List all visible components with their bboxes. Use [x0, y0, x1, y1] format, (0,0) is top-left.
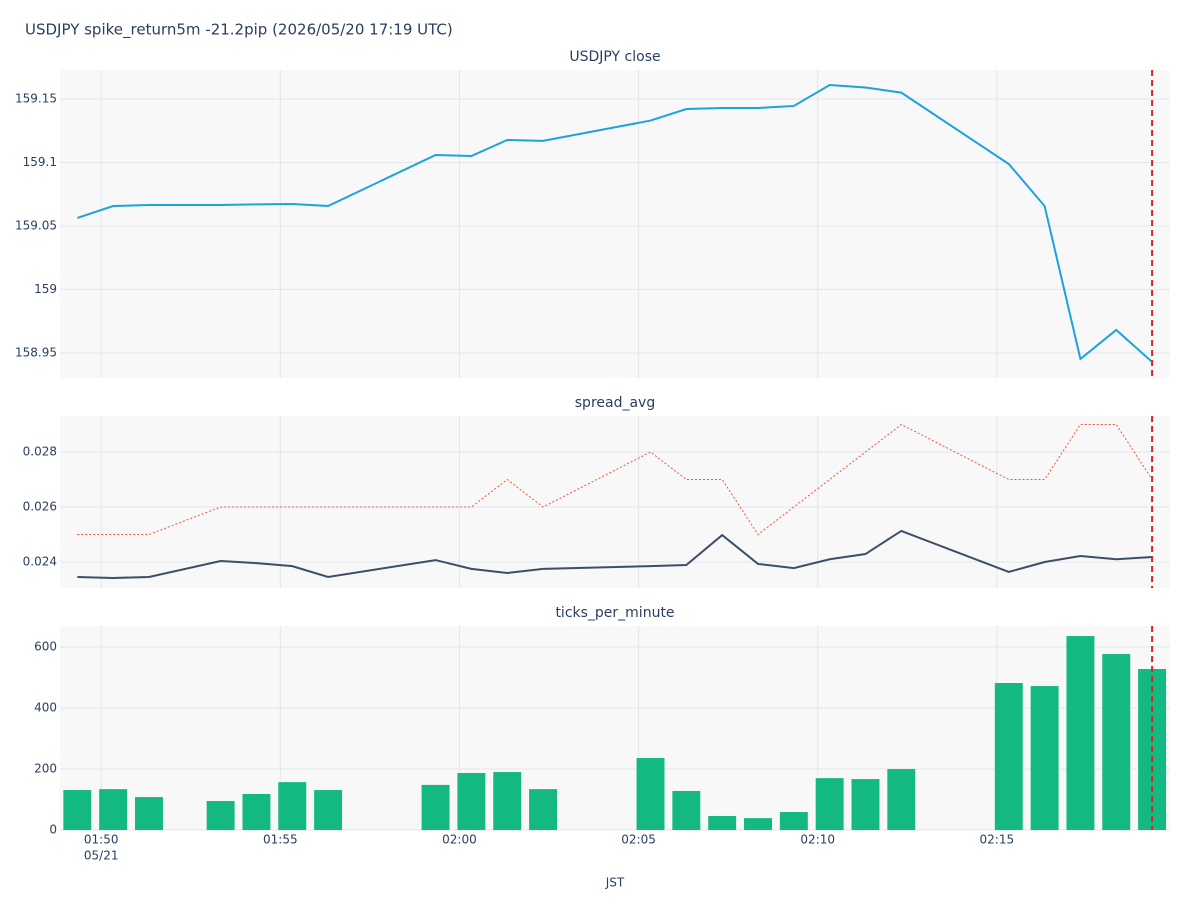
bar	[134, 797, 163, 830]
x-tick-label: 02:00	[442, 833, 477, 847]
bar	[636, 758, 665, 830]
bar	[708, 815, 737, 830]
y-tick-label: 200	[34, 762, 57, 776]
bar	[493, 772, 522, 830]
x-axis-label: JST	[605, 876, 625, 890]
series-line	[77, 423, 1153, 536]
series-line	[76, 83, 1153, 363]
bar	[529, 789, 558, 830]
y-tick-label: 0	[49, 823, 57, 837]
x-date-label: 05/21	[84, 849, 119, 863]
subplot-title: ticks_per_minute	[555, 605, 674, 621]
bar	[314, 790, 343, 830]
bar	[278, 782, 307, 830]
bar	[99, 789, 128, 830]
bar	[1066, 636, 1095, 830]
bar	[779, 812, 808, 830]
bar	[887, 769, 916, 830]
y-tick-label: 0.028	[23, 445, 57, 459]
y-tick-label: 0.026	[23, 500, 57, 514]
bar	[744, 818, 772, 830]
bar	[1102, 654, 1131, 830]
y-tick-label: 600	[34, 640, 57, 654]
x-tick-label: 02:10	[800, 833, 835, 847]
series-line	[77, 529, 1153, 579]
bar	[994, 683, 1023, 830]
bar	[672, 790, 701, 830]
plot-background	[60, 416, 1170, 588]
bar	[242, 794, 271, 830]
y-tick-label: 159	[34, 282, 57, 296]
bar	[206, 801, 235, 830]
y-tick-label: 159.15	[15, 91, 57, 105]
x-tick-label: 02:15	[980, 833, 1015, 847]
y-tick-label: 159.05	[15, 218, 57, 232]
x-tick-label: 01:50	[84, 833, 119, 847]
x-tick-label: 01:55	[263, 833, 298, 847]
bar	[851, 779, 880, 830]
bar	[1030, 686, 1059, 830]
chart-title: USDJPY spike_return5m -21.2pip (2026/05/…	[25, 21, 453, 40]
subplot-title: USDJPY close	[569, 49, 660, 65]
y-tick-label: 158.95	[15, 345, 57, 359]
x-tick-label: 02:05	[621, 833, 656, 847]
subplot-title: spread_avg	[575, 395, 655, 411]
y-tick-label: 159.1	[23, 155, 57, 169]
y-tick-label: 0.024	[23, 555, 57, 569]
bar	[815, 778, 844, 830]
bar	[63, 790, 92, 830]
plot-background	[60, 70, 1170, 378]
y-tick-label: 400	[34, 701, 57, 715]
bar	[457, 772, 486, 830]
bar	[421, 784, 450, 830]
